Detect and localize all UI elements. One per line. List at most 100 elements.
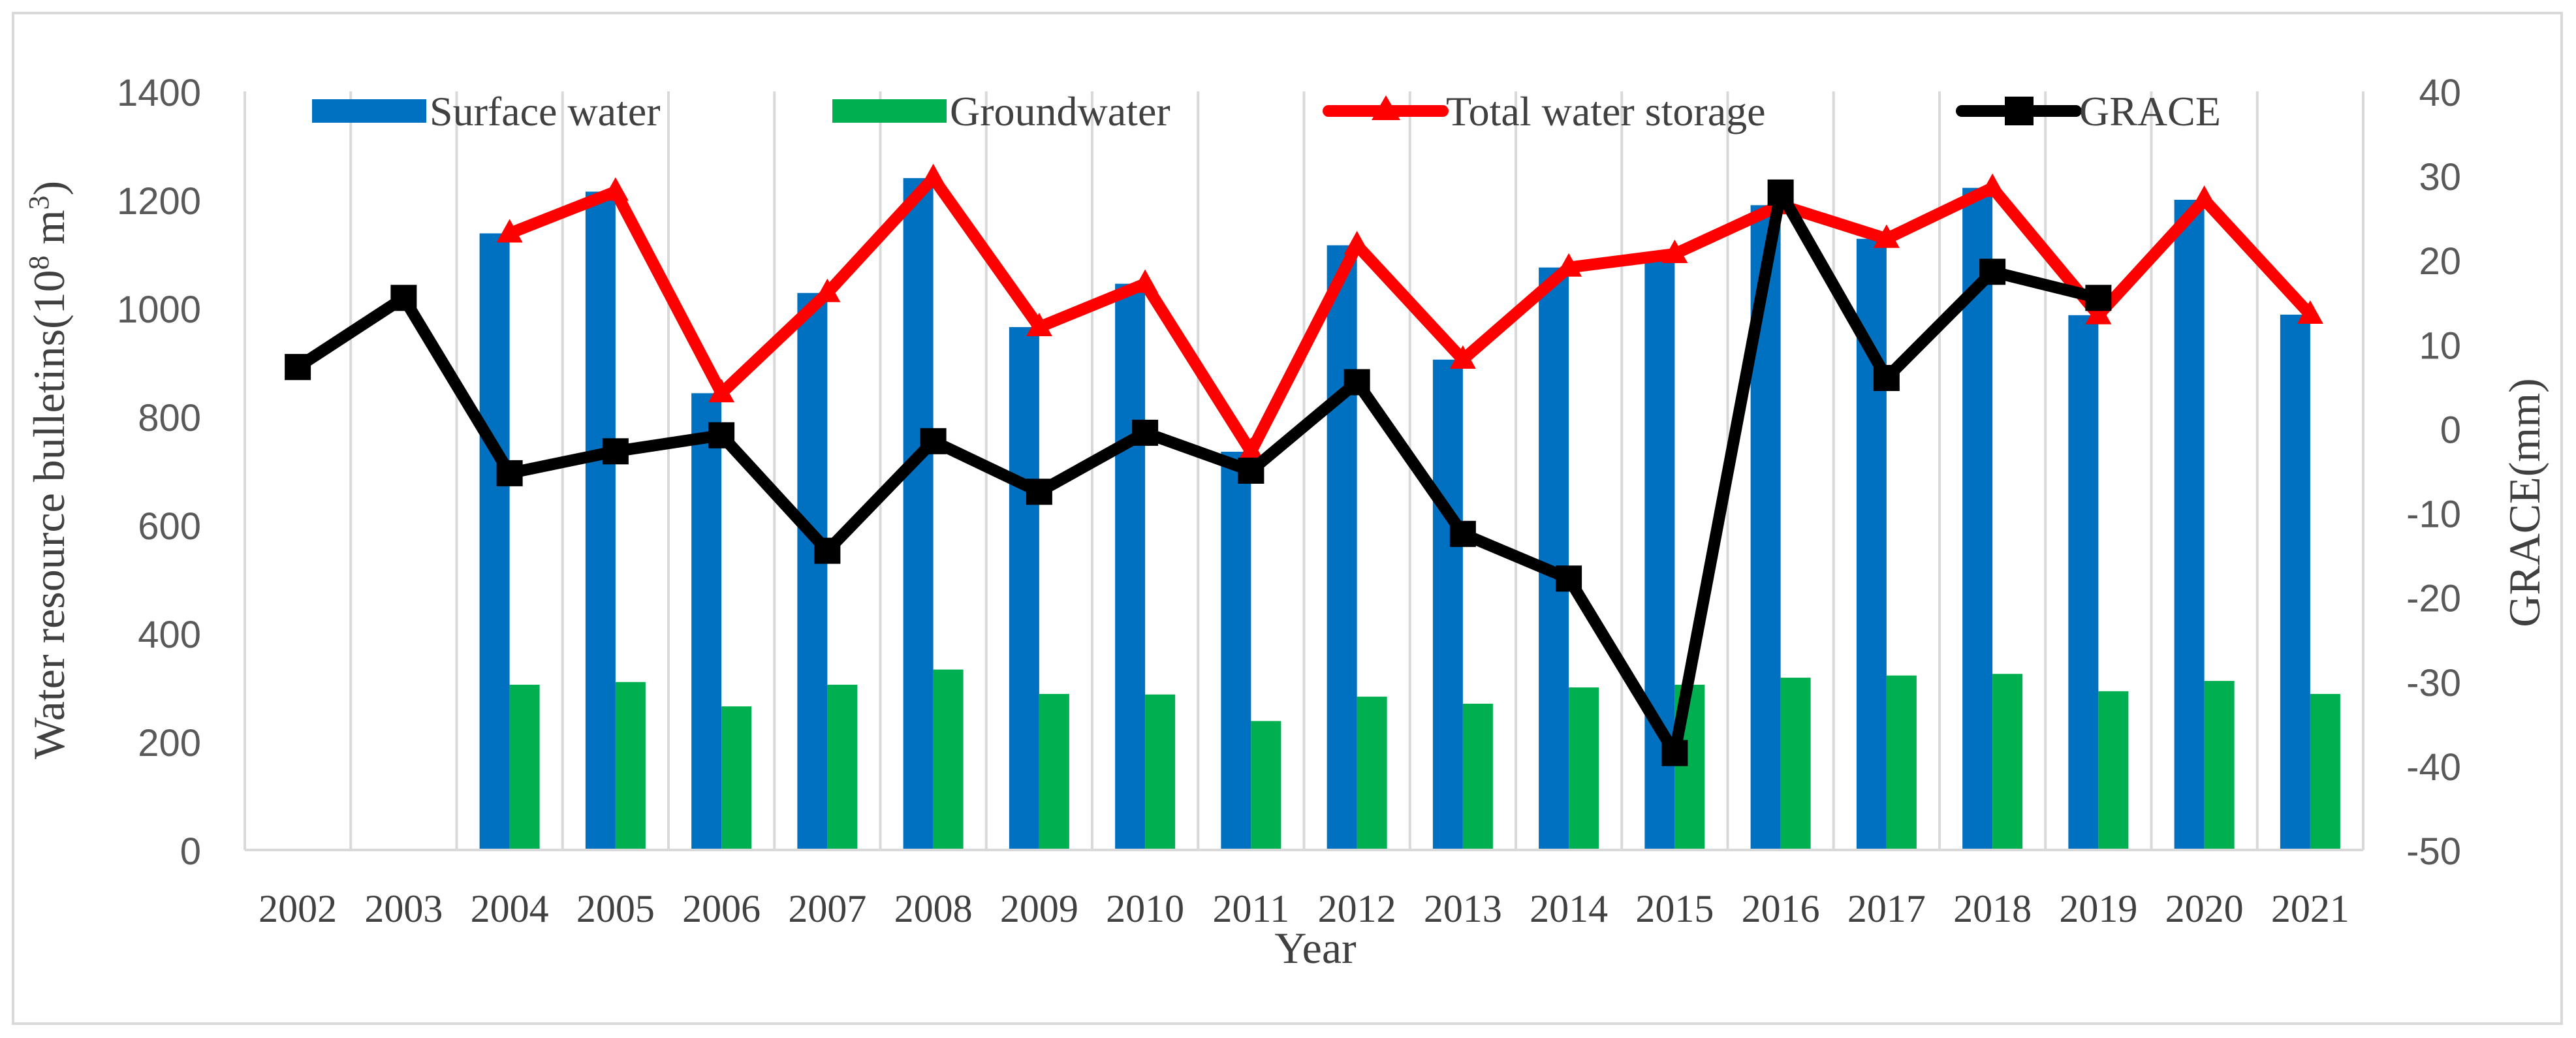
left-y-axis-ticks: 0 200 400 600 800 1000 1200 1400 bbox=[117, 72, 201, 873]
left-tick-label: 0 bbox=[180, 830, 201, 873]
legend-label: GRACE bbox=[2079, 88, 2221, 134]
bar-groundwater bbox=[1886, 675, 1917, 850]
marker-grace bbox=[1979, 259, 2006, 285]
x-tick-label: 2003 bbox=[364, 887, 443, 930]
x-axis-ticks: 2002 2003 2004 2005 2006 2007 2008 2009 2010 2011… bbox=[259, 887, 2349, 930]
marker-total-water-storage bbox=[708, 379, 735, 403]
marker-grace bbox=[390, 285, 417, 311]
bar-groundwater bbox=[1145, 694, 1176, 850]
legend: Surface water Groundwater Total water stor… bbox=[312, 88, 2221, 134]
legend-label: Total water storage bbox=[1446, 88, 1766, 134]
bar-groundwater bbox=[1039, 693, 1069, 850]
left-tick-label: 400 bbox=[138, 614, 201, 656]
x-tick-label: 2016 bbox=[1742, 887, 1820, 930]
gridlines bbox=[243, 91, 2364, 850]
marker-grace bbox=[1026, 479, 1052, 505]
bar-groundwater bbox=[827, 684, 858, 850]
bar-surface-water bbox=[903, 178, 934, 850]
marker-total-water-storage bbox=[1343, 230, 1370, 255]
marker-total-water-storage bbox=[1556, 253, 1582, 277]
bar-groundwater bbox=[1992, 674, 2023, 850]
bar-groundwater bbox=[2310, 693, 2340, 850]
x-tick-label: 2008 bbox=[894, 887, 973, 930]
legend-item: Groundwater bbox=[832, 88, 1170, 134]
bar-groundwater bbox=[1462, 703, 1493, 850]
marker-total-water-storage bbox=[1661, 240, 1688, 263]
right-tick-label: 0 bbox=[2440, 409, 2461, 451]
x-tick-label: 2014 bbox=[1530, 887, 1608, 930]
bar-groundwater bbox=[2204, 681, 2235, 850]
marker-total-water-storage bbox=[496, 219, 523, 243]
x-tick-label: 2019 bbox=[2059, 887, 2137, 930]
bar-surface-water bbox=[1539, 267, 1569, 850]
marker-grace bbox=[1238, 458, 1264, 484]
left-tick-label: 1000 bbox=[117, 289, 201, 331]
bar-groundwater bbox=[1357, 697, 1387, 850]
right-tick-label: -30 bbox=[2406, 662, 2461, 704]
legend-item: GRACE bbox=[1956, 88, 2221, 134]
right-tick-label: 10 bbox=[2419, 324, 2461, 367]
x-tick-label: 2013 bbox=[1424, 887, 1502, 930]
right-y-axis-ticks: -50 -40 -30 -20 -10 0 10 20 30 40 bbox=[2406, 72, 2461, 873]
left-tick-label: 600 bbox=[138, 505, 201, 548]
bar-groundwater bbox=[933, 669, 964, 850]
legend-item: Total water storage bbox=[1323, 88, 1766, 134]
right-tick-label: 30 bbox=[2419, 156, 2461, 198]
marker-total-water-storage bbox=[1979, 173, 2006, 197]
chart-frame bbox=[12, 12, 2563, 1025]
marker-total-water-storage bbox=[2085, 300, 2112, 324]
x-tick-label: 2004 bbox=[471, 887, 549, 930]
bar-surface-water bbox=[1432, 359, 1463, 850]
marker-total-water-storage bbox=[602, 177, 629, 201]
marker-grace bbox=[708, 422, 735, 448]
right-tick-label: 40 bbox=[2419, 72, 2461, 114]
left-y-axis-label: Water resource bulletins(108 m3) bbox=[23, 181, 74, 759]
legend-swatch bbox=[312, 99, 426, 123]
bar-groundwater bbox=[2098, 691, 2129, 850]
line-total-water-storage bbox=[503, 172, 2316, 458]
marker-grace bbox=[814, 537, 841, 564]
x-tick-label: 2020 bbox=[2165, 887, 2244, 930]
bar-surface-water bbox=[1009, 327, 1039, 850]
bar-surface-water bbox=[1221, 451, 1251, 850]
marker-grace bbox=[285, 354, 311, 381]
bars bbox=[479, 178, 2340, 851]
marker-grace bbox=[1343, 369, 1370, 396]
bar-groundwater bbox=[1251, 721, 1281, 850]
bar-groundwater bbox=[1780, 678, 1811, 850]
bar-groundwater bbox=[721, 706, 752, 850]
legend-label: Groundwater bbox=[950, 88, 1170, 134]
legend-item: Surface water bbox=[312, 88, 661, 134]
x-tick-label: 2012 bbox=[1318, 887, 1396, 930]
x-tick-label: 2021 bbox=[2271, 887, 2349, 930]
bar-surface-water bbox=[585, 191, 616, 850]
marker-total-water-storage bbox=[2297, 300, 2323, 324]
bar-surface-water bbox=[691, 393, 722, 850]
bar-surface-water bbox=[2174, 200, 2205, 850]
left-tick-label: 800 bbox=[138, 397, 201, 439]
marker-grace bbox=[920, 428, 947, 454]
marker-grace bbox=[1449, 520, 1476, 547]
x-tick-label: 2002 bbox=[259, 887, 337, 930]
marker-total-water-storage bbox=[1449, 345, 1476, 369]
legend-label: Surface water bbox=[430, 88, 661, 134]
legend-marker bbox=[1372, 95, 1400, 120]
marker-grace bbox=[1661, 740, 1688, 766]
right-y-axis-label: GRACE(mm) bbox=[2500, 378, 2549, 627]
x-axis-label: Year bbox=[1274, 923, 1357, 973]
x-tick-label: 2017 bbox=[1847, 887, 1926, 930]
bar-surface-water bbox=[2068, 315, 2099, 850]
bar-groundwater bbox=[615, 682, 646, 850]
bar-surface-water bbox=[1327, 245, 1357, 851]
right-tick-label: -10 bbox=[2406, 494, 2461, 536]
bar-surface-water bbox=[2280, 314, 2310, 851]
marker-total-water-storage bbox=[1238, 437, 1264, 461]
left-tick-label: 200 bbox=[138, 722, 201, 764]
marker-grace bbox=[496, 460, 523, 486]
left-tick-label: 1400 bbox=[117, 72, 201, 114]
legend-swatch bbox=[832, 99, 947, 123]
right-tick-label: 20 bbox=[2419, 240, 2461, 283]
legend-marker bbox=[2005, 97, 2034, 125]
right-tick-label: -40 bbox=[2406, 746, 2461, 789]
